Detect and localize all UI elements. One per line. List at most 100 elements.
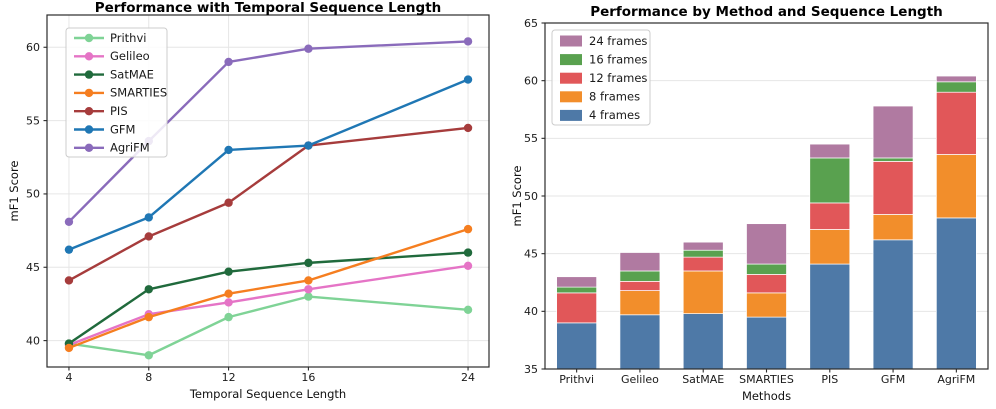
bar-segment-24-frames <box>936 75 977 83</box>
legend-patch <box>560 91 582 103</box>
bar-segment-8-frames <box>809 229 851 265</box>
data-point <box>463 248 473 257</box>
legend-item: SatMAE <box>74 67 154 81</box>
y-tick-label: 60 <box>26 41 40 54</box>
bar-prithvi <box>556 276 597 370</box>
bar-segment-24-frames <box>619 252 661 272</box>
data-point <box>304 44 313 53</box>
data-point <box>144 232 153 241</box>
legend-patch <box>560 35 582 47</box>
data-point <box>224 145 233 155</box>
bar-segment-16-frames <box>682 249 724 258</box>
legend-item: PIS <box>74 104 128 118</box>
bar-segment-8-frames <box>936 154 977 219</box>
bar-segment-12-frames <box>809 202 851 230</box>
bar-segment-24-frames <box>809 143 851 159</box>
x-tick-label: Prithvi <box>559 373 594 386</box>
legend-label: 16 frames <box>589 52 647 66</box>
x-tick-label: 12 <box>222 371 236 384</box>
data-point <box>463 224 473 234</box>
line-chart-ylabel: mF1 Score <box>7 160 21 222</box>
data-point <box>64 217 74 226</box>
data-point <box>64 343 74 353</box>
data-point <box>304 285 313 294</box>
legend-label: SMARTIES <box>110 86 167 100</box>
bar-chart-xlabel: Methods <box>741 389 792 403</box>
bar-gelileo <box>619 252 661 370</box>
y-tick-label: 55 <box>26 114 40 127</box>
legend-item: 16 frames <box>560 52 647 66</box>
legend-item: GFM <box>74 122 135 136</box>
bar-segment-12-frames <box>619 280 661 291</box>
legend-patch <box>560 54 582 66</box>
legend-item: 4 frames <box>560 108 640 122</box>
data-point <box>64 245 74 254</box>
bar-pis <box>809 143 851 370</box>
bar-segment-4-frames <box>746 316 787 370</box>
x-tick-label: 4 <box>65 371 72 384</box>
bar-smarties <box>746 223 787 370</box>
x-tick-label: GFM <box>881 373 905 386</box>
bar-segment-12-frames <box>682 256 724 272</box>
bar-chart: Prithvi Gelileo SatMAE SMARTIES PIS GFM AgriFM… <box>524 17 989 386</box>
bar-chart-ylabel: mF1 Score <box>510 165 524 227</box>
bar-segment-4-frames <box>936 217 977 370</box>
bar-segment-8-frames <box>682 270 724 314</box>
y-tick-label: 45 <box>524 247 538 260</box>
legend-label: PIS <box>110 104 128 118</box>
bar-segment-24-frames <box>682 241 724 251</box>
legend-marker <box>84 88 94 98</box>
bar-chart-title: Performance by Method and Sequence Lengt… <box>590 4 943 20</box>
line-chart-xlabel: Temporal Sequence Length <box>189 387 347 401</box>
y-tick-label: 45 <box>26 261 40 274</box>
bar-segment-8-frames <box>619 290 661 316</box>
legend-marker <box>84 33 94 43</box>
legend-item: 24 frames <box>560 34 647 48</box>
series-line <box>67 251 470 345</box>
x-tick-label: Gelileo <box>621 373 659 386</box>
bar-segment-4-frames <box>619 314 661 370</box>
bar-segment-12-frames <box>872 161 914 215</box>
bar-segment-24-frames <box>746 223 787 265</box>
bar-agrifm <box>936 75 977 370</box>
y-tick-label: 65 <box>524 17 538 30</box>
legend-marker <box>84 143 94 152</box>
bar-segment-16-frames <box>619 270 661 282</box>
legend-item: Prithvi <box>74 31 146 45</box>
series-gfm <box>64 75 473 254</box>
data-point <box>144 213 153 222</box>
bar-segment-8-frames <box>872 214 914 241</box>
legend-label: 12 frames <box>589 71 647 85</box>
legend-patch <box>560 109 582 121</box>
data-point <box>463 75 473 84</box>
x-tick-label: AgriFM <box>937 373 975 386</box>
bar-segment-24-frames <box>556 276 597 288</box>
y-tick-label: 50 <box>524 190 538 203</box>
series-smarties <box>64 224 473 353</box>
y-tick-label: 35 <box>524 363 538 376</box>
bar-segment-4-frames <box>682 313 724 370</box>
data-point <box>463 123 473 133</box>
legend-item: AgriFM <box>74 141 150 155</box>
bar-satmae <box>682 241 724 370</box>
data-point <box>304 292 313 301</box>
bar-segment-16-frames <box>746 263 787 275</box>
y-tick-label: 50 <box>26 188 40 201</box>
data-point <box>224 198 233 207</box>
data-point <box>224 289 233 298</box>
data-point <box>144 312 153 322</box>
data-point <box>463 37 473 46</box>
legend-label: 24 frames <box>589 34 647 48</box>
data-point <box>224 298 233 307</box>
y-tick-label: 60 <box>524 74 538 87</box>
legend-item: SMARTIES <box>74 86 167 100</box>
data-point <box>224 57 233 67</box>
bar-segment-12-frames <box>936 91 977 155</box>
line-chart-legend: Prithvi Gelileo SatMAE SMARTIES PIS GFM AgriFM <box>65 27 168 158</box>
data-point <box>144 285 153 294</box>
bar-segment-12-frames <box>556 292 597 324</box>
legend-box <box>65 27 168 158</box>
legend-label: SatMAE <box>110 67 154 81</box>
y-tick-label: 40 <box>26 334 40 347</box>
